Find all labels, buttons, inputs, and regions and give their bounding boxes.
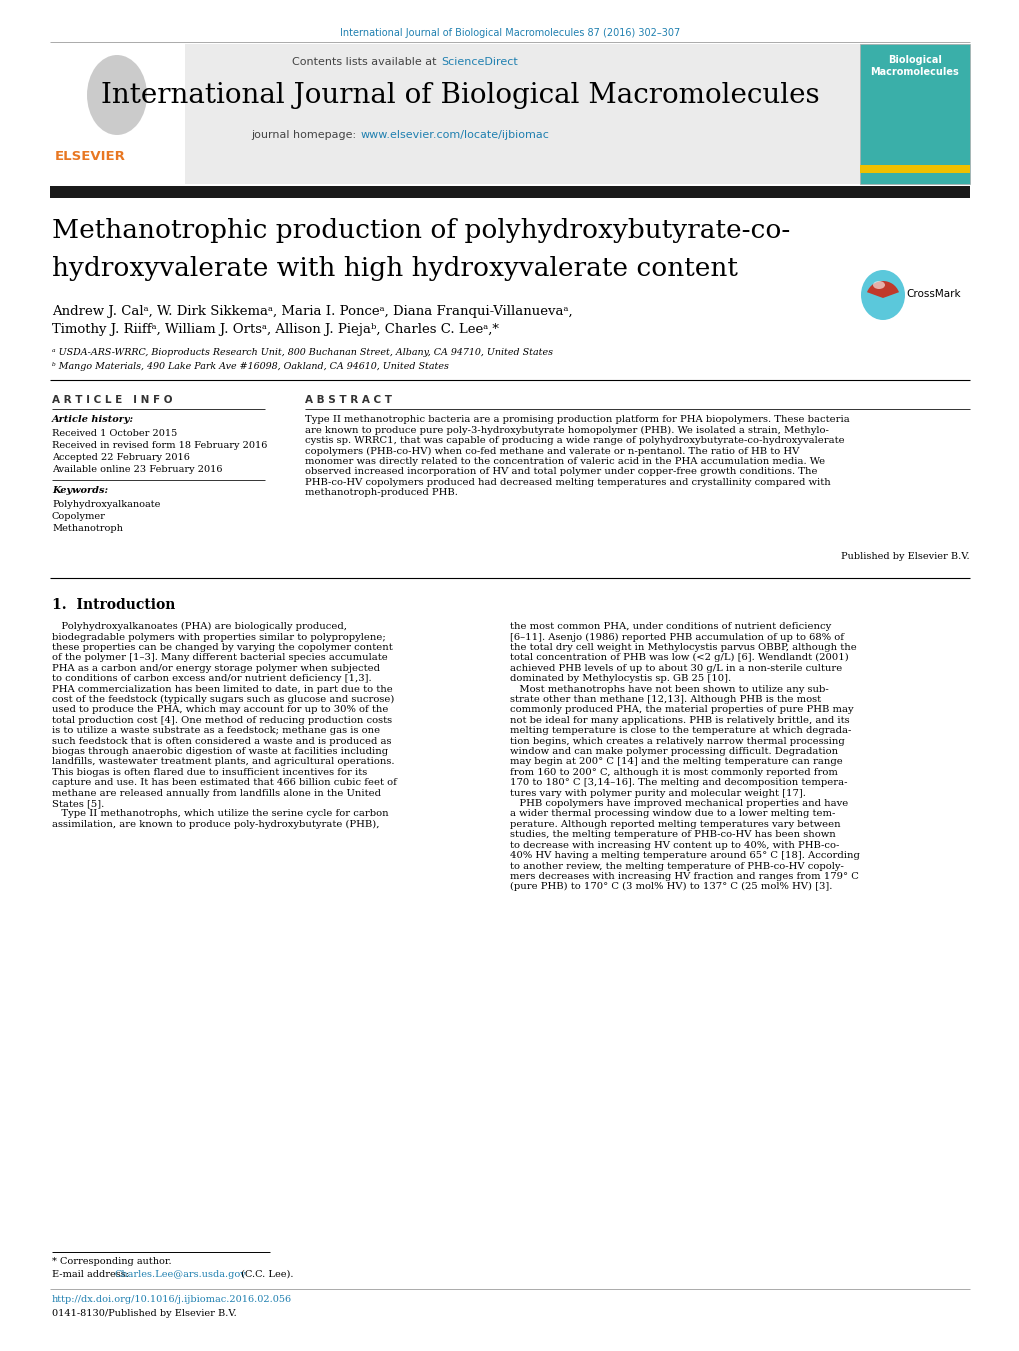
Text: Methanotroph: Methanotroph [52,524,122,534]
Text: Polyhydroxyalkanoate: Polyhydroxyalkanoate [52,500,160,509]
Ellipse shape [87,55,147,135]
Text: journal homepage:: journal homepage: [251,130,360,141]
Text: * Corresponding author.: * Corresponding author. [52,1256,171,1266]
Text: Received 1 October 2015: Received 1 October 2015 [52,430,177,438]
Text: A B S T R A C T: A B S T R A C T [305,394,391,405]
Text: Biological
Macromolecules: Biological Macromolecules [870,55,959,77]
Bar [859,165,969,173]
Text: Charles.Lee@ars.usda.gov: Charles.Lee@ars.usda.gov [115,1270,247,1279]
Bar [859,45,969,184]
Text: http://dx.doi.org/10.1016/j.ijbiomac.2016.02.056: http://dx.doi.org/10.1016/j.ijbiomac.201… [52,1296,291,1304]
Text: Andrew J. Calᵃ, W. Dirk Sikkemaᵃ, Maria I. Ponceᵃ, Diana Franqui-Villanuevaᵃ,: Andrew J. Calᵃ, W. Dirk Sikkemaᵃ, Maria … [52,305,572,317]
Text: hydroxyvalerate with high hydroxyvalerate content: hydroxyvalerate with high hydroxyvalerat… [52,255,737,281]
Text: Available online 23 February 2016: Available online 23 February 2016 [52,465,222,474]
Bar [50,45,184,184]
Text: A R T I C L E   I N F O: A R T I C L E I N F O [52,394,172,405]
Bar [50,186,969,199]
Text: Type II methanotrophic bacteria are a promising production platform for PHA biop: Type II methanotrophic bacteria are a pr… [305,415,849,497]
Text: Methanotrophic production of polyhydroxybutyrate-⁠co-: Methanotrophic production of polyhydroxy… [52,218,790,243]
Text: ELSEVIER: ELSEVIER [55,150,125,163]
Text: www.elsevier.com/locate/ijbiomac: www.elsevier.com/locate/ijbiomac [361,130,549,141]
Text: ᵇ Mango Materials, 490 Lake Park Ave #16098, Oakland, CA 94610, United States: ᵇ Mango Materials, 490 Lake Park Ave #16… [52,362,448,372]
Text: ᵃ USDA-ARS-WRRC, Bioproducts Research Unit, 800 Buchanan Street, Albany, CA 9471: ᵃ USDA-ARS-WRRC, Bioproducts Research Un… [52,349,552,357]
Text: International Journal of Biological Macromolecules: International Journal of Biological Macr… [101,82,818,109]
Text: International Journal of Biological Macromolecules 87 (2016) 302–307: International Journal of Biological Macr… [339,28,680,38]
Text: Received in revised form 18 February 2016: Received in revised form 18 February 201… [52,440,267,450]
Text: Copolymer: Copolymer [52,512,106,521]
Text: E-mail address:: E-mail address: [52,1270,132,1279]
Text: 0141-8130/Published by Elsevier B.V.: 0141-8130/Published by Elsevier B.V. [52,1309,236,1319]
Text: Accepted 22 February 2016: Accepted 22 February 2016 [52,453,190,462]
Text: Article history:: Article history: [52,415,133,424]
Text: CrossMark: CrossMark [905,289,960,299]
Text: 1.  Introduction: 1. Introduction [52,598,175,612]
Ellipse shape [872,281,884,289]
Text: Polyhydroxyalkanoates (PHA) are biologically produced,
biodegradable polymers wi: Polyhydroxyalkanoates (PHA) are biologic… [52,621,396,830]
Bar [50,45,969,184]
Wedge shape [866,281,898,299]
Text: Keywords:: Keywords: [52,486,108,494]
Text: (C.C. Lee).: (C.C. Lee). [237,1270,293,1279]
Ellipse shape [860,270,904,320]
Text: Published by Elsevier B.V.: Published by Elsevier B.V. [841,553,969,561]
Text: ScienceDirect: ScienceDirect [440,57,518,68]
Text: Contents lists available at: Contents lists available at [291,57,439,68]
Text: the most common PHA, under conditions of nutrient deficiency
[6–11]. Asenjo (198: the most common PHA, under conditions of… [510,621,859,892]
Text: Timothy J. Riiffᵃ, William J. Ortsᵃ, Allison J. Piejaᵇ, Charles C. Leeᵃ,*: Timothy J. Riiffᵃ, William J. Ortsᵃ, All… [52,323,498,336]
